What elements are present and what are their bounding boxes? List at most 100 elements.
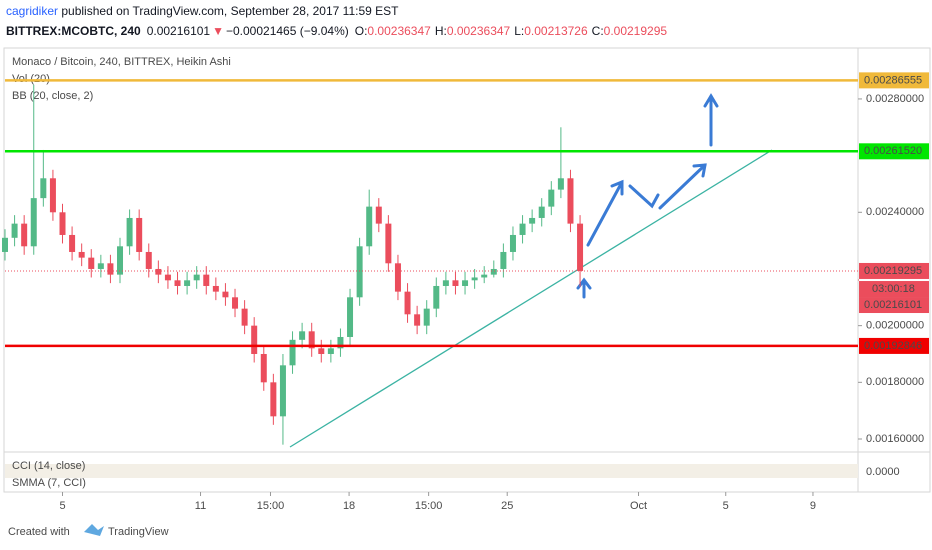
candle-body xyxy=(97,263,104,269)
author[interactable]: cagridiker xyxy=(6,4,58,18)
brand[interactable]: TradingView xyxy=(108,526,169,538)
x-tick-label: 15:00 xyxy=(257,500,285,512)
candle-body xyxy=(2,237,8,252)
last: 0.00216101 xyxy=(147,24,211,38)
candle-body xyxy=(462,280,469,286)
candle-body xyxy=(414,314,421,326)
header-line: cagridiker published on TradingView.com,… xyxy=(6,4,399,18)
candle-body xyxy=(299,331,306,340)
candle-body xyxy=(155,268,162,275)
legend-vol: Vol (20) xyxy=(12,73,50,85)
candle-body xyxy=(222,291,229,298)
candle-body xyxy=(251,325,258,354)
candle-body xyxy=(136,217,143,252)
candle-body xyxy=(279,365,286,417)
high: 0.00236347 xyxy=(447,24,511,38)
candle-body xyxy=(193,274,200,281)
x-tick-label: 5 xyxy=(59,500,65,512)
candle-body xyxy=(117,246,124,275)
x-tick-label: 5 xyxy=(723,500,729,512)
candle-body xyxy=(49,178,56,213)
candle-body xyxy=(164,274,171,281)
o-label: O: xyxy=(355,24,368,38)
l-label: L: xyxy=(514,24,524,38)
candle-body xyxy=(88,257,95,269)
level-label: 0.00192846 xyxy=(864,340,922,352)
arrows xyxy=(576,93,719,299)
close: 0.00219295 xyxy=(604,24,668,38)
candle-body xyxy=(21,223,28,247)
candle-body xyxy=(232,297,239,309)
candle-body xyxy=(356,246,363,298)
legend-cci: CCI (14, close) xyxy=(12,460,85,472)
x-tick-label: 11 xyxy=(195,500,206,512)
low: 0.00213726 xyxy=(524,24,588,38)
c-label: C: xyxy=(592,24,604,38)
y-tick-label: 0.00160000 xyxy=(866,433,924,445)
last-price-box xyxy=(859,297,929,314)
candle-body xyxy=(347,297,354,337)
cci-tick: 0.0000 xyxy=(866,466,900,478)
level-label: 0.00261520 xyxy=(864,145,922,157)
candle-body xyxy=(270,382,277,417)
symbol-line: BITTREX:MCOBTC, 240 0.00216101 ▼ −0.0002146… xyxy=(6,24,667,38)
trend-line xyxy=(289,149,773,448)
candle-body xyxy=(423,308,430,326)
candle-body xyxy=(69,234,76,252)
y-tick-label: 0.00240000 xyxy=(866,206,924,218)
level-label: 0.00286555 xyxy=(864,74,922,86)
candle-body xyxy=(260,353,267,383)
candle-body xyxy=(30,198,37,247)
candle-body xyxy=(203,274,210,286)
candle-body xyxy=(471,277,478,281)
last-price-label: 0.00216101 xyxy=(864,299,922,311)
candle-body xyxy=(548,189,555,207)
candle-body xyxy=(509,234,516,252)
candle-body xyxy=(567,178,574,224)
legend-bb: BB (20, close, 2) xyxy=(12,90,93,102)
y-tick-label: 0.00200000 xyxy=(866,320,924,332)
level-box xyxy=(859,72,929,89)
x-tick-label: Oct xyxy=(630,500,647,512)
candle-body xyxy=(241,308,248,326)
candle-body xyxy=(337,336,344,349)
candle-body xyxy=(212,285,219,292)
candle-body xyxy=(481,274,488,278)
candle-body xyxy=(126,217,133,247)
candle-body xyxy=(59,212,66,235)
current-price-box xyxy=(859,262,929,279)
x-tick-label: 15:00 xyxy=(415,500,443,512)
candle-body xyxy=(174,280,181,286)
countdown: 03:00:18 xyxy=(872,283,915,295)
h-label: H: xyxy=(435,24,447,38)
cci-band xyxy=(5,464,858,478)
candle-body xyxy=(289,339,296,366)
candle-body xyxy=(394,263,401,292)
candle-body xyxy=(78,251,85,258)
candle-body xyxy=(366,206,373,247)
open: 0.00236347 xyxy=(367,24,431,38)
legend-main: Monaco / Bitcoin, 240, BITTREX, Heikin A… xyxy=(12,56,231,68)
candle-body xyxy=(490,268,497,275)
candle-body xyxy=(375,206,382,224)
candle-body xyxy=(11,223,18,238)
countdown-box xyxy=(859,281,929,298)
candle-body xyxy=(442,280,449,286)
change: −0.00021465 (−9.04%) xyxy=(226,24,349,38)
candle-body xyxy=(184,280,191,286)
level-box xyxy=(859,143,929,160)
candle-body xyxy=(385,223,392,264)
candle-body xyxy=(318,348,325,354)
arrow: ▼ xyxy=(212,24,224,38)
y-tick-label: 0.00280000 xyxy=(866,93,924,105)
x-tick-label: 9 xyxy=(810,500,816,512)
x-tick-label: 25 xyxy=(501,500,513,512)
candle-body xyxy=(308,331,315,349)
candle-body xyxy=(529,217,536,224)
logo xyxy=(84,524,104,536)
x-tick-label: 18 xyxy=(343,500,355,512)
candle-body xyxy=(145,251,152,269)
